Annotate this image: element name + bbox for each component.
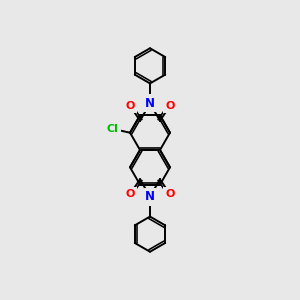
Text: Cl: Cl [107,124,119,134]
Text: O: O [165,189,175,199]
Text: O: O [125,189,135,199]
Text: O: O [165,101,175,111]
Text: N: N [145,97,155,110]
Text: O: O [125,101,135,111]
Text: N: N [145,190,155,203]
